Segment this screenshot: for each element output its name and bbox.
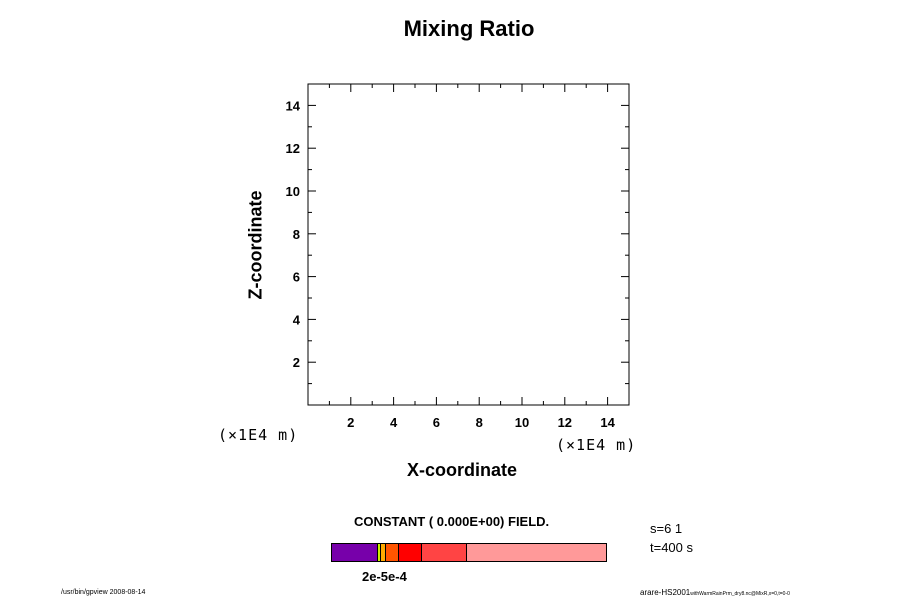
- footer-left: /usr/bin/gpview 2008-08-14: [61, 589, 146, 596]
- info-s: s=6 1: [650, 521, 683, 536]
- x-tick-label: 14: [600, 415, 615, 430]
- colorbar-segment: [380, 544, 386, 561]
- colorbar-segment: [421, 544, 468, 561]
- plot-frame: [307, 83, 630, 406]
- y-tick-label: 14: [286, 98, 301, 113]
- y-tick-label: 8: [293, 227, 300, 242]
- footer-right: arare-HS2001withWarmRainPrm_dry8.nc@MixR…: [640, 588, 790, 597]
- colorbar: [331, 543, 607, 562]
- x-tick-label: 10: [515, 415, 529, 430]
- footer-right-sub: withWarmRainPrm_dry8.nc@MixR,x=0,t=0-0: [690, 591, 790, 597]
- y-tick-label: 12: [286, 141, 300, 156]
- y-axis-label: Z-coordinate: [245, 190, 266, 300]
- y-tick-label: 6: [293, 270, 300, 285]
- chart-title: Mixing Ratio: [403, 16, 535, 41]
- x-axis-unit-left: (×1E4 m): [218, 426, 299, 444]
- info-t: t=400 s: [650, 540, 694, 555]
- x-tick-label: 12: [558, 415, 572, 430]
- colorbar-segment: [332, 544, 378, 561]
- y-tick-label: 10: [286, 184, 300, 199]
- colorbar-segment: [398, 544, 422, 561]
- y-tick-label: 4: [293, 312, 301, 327]
- y-tick-label: 2: [293, 355, 300, 370]
- x-axis-unit: (×1E4 m): [556, 436, 637, 454]
- x-tick-label: 8: [476, 415, 483, 430]
- colorbar-label: 2e-5e-4: [362, 569, 407, 584]
- field-note: CONSTANT ( 0.000E+00) FIELD.: [354, 514, 550, 529]
- x-tick-label: 4: [390, 415, 398, 430]
- colorbar-segment: [385, 544, 399, 561]
- x-tick-label: 6: [433, 415, 440, 430]
- colorbar-segment: [377, 544, 381, 561]
- x-tick-label: 2: [347, 415, 354, 430]
- colorbar-segment: [467, 544, 606, 561]
- footer-right-main: arare-HS2001: [640, 588, 691, 597]
- x-axis-label: X-coordinate: [407, 460, 518, 480]
